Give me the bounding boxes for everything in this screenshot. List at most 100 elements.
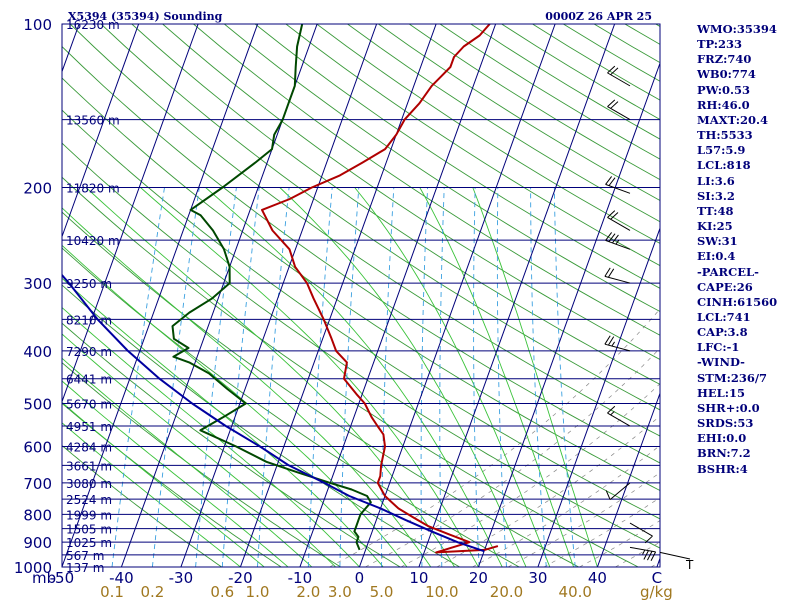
barb-feather	[607, 405, 616, 414]
index-item: TT:48	[697, 203, 734, 218]
barb-feather	[610, 411, 615, 416]
isotherm	[418, 24, 616, 567]
barb-feather	[607, 336, 615, 346]
plot-frame	[61, 23, 661, 568]
height-label: 8210 m	[66, 313, 112, 327]
dewpoint-profile	[171, 24, 372, 551]
barb-feather	[644, 535, 653, 544]
hodograph-label: T	[685, 558, 694, 572]
barb-staff	[605, 183, 631, 194]
temperature-profile	[261, 24, 499, 554]
temp-tick-label: C	[652, 569, 662, 587]
barb-feather	[647, 550, 653, 561]
mixing-ratio-label: 40.0	[559, 583, 592, 600]
barb-staff	[607, 106, 631, 121]
barb-staff	[629, 546, 656, 553]
index-item: CINH:61560	[697, 294, 778, 309]
height-label: 1025 m	[66, 536, 112, 550]
barb-feather	[604, 335, 611, 345]
wind-barb	[629, 522, 653, 544]
index-item: LCL:818	[697, 158, 751, 173]
index-item: WMO:35394	[697, 22, 777, 36]
chart-time: 0000Z 26 APR 25	[545, 10, 652, 23]
wind-barb	[607, 99, 631, 121]
height-label: 1505 m	[66, 523, 112, 537]
barb-feather	[605, 490, 611, 500]
index-item: PW:0.53	[697, 82, 751, 97]
wind-barb	[605, 232, 631, 250]
grid-layer	[62, 24, 660, 567]
height-label: 16230 m	[66, 18, 120, 32]
index-item: SW:31	[697, 234, 738, 249]
wind-barb	[629, 546, 657, 561]
pressure-tick-label: 800	[23, 506, 52, 524]
isotherm	[358, 24, 556, 567]
isotherm	[537, 226, 660, 567]
hatch-line	[329, 308, 660, 567]
index-item: RH:46.0	[697, 97, 750, 112]
height-label: 9250 m	[66, 277, 112, 291]
pressure-tick-label: 400	[23, 343, 52, 361]
barb-feather	[611, 341, 616, 347]
wind-barb	[605, 482, 631, 500]
wind-barb	[604, 267, 631, 284]
barb-feather	[604, 267, 611, 277]
height-label: 3661 m	[66, 459, 112, 473]
index-item: WB0:774	[697, 67, 756, 82]
index-item: HEL:15	[697, 385, 745, 400]
index-item: BRN:7.2	[697, 446, 751, 461]
mixing-ratio-label: 2.0	[296, 583, 320, 600]
pressure-tick-label: 500	[23, 396, 52, 414]
index-item: L57:5.9	[697, 143, 746, 158]
barb-feather	[610, 101, 619, 109]
chart-title: X5394 (35394) Sounding	[68, 10, 223, 23]
isotherm	[477, 61, 660, 567]
mixing-ratio-unit: g/kg	[640, 583, 673, 600]
barb-feather	[607, 99, 616, 107]
barb-staff	[607, 72, 631, 87]
pressure-unit-label: mb	[32, 569, 56, 587]
barb-staff	[629, 522, 653, 537]
barb-staff	[604, 275, 631, 284]
temp-tick-label: -10	[288, 569, 313, 587]
barb-feather	[650, 551, 657, 561]
barb-feather	[610, 67, 619, 76]
index-item: SI:3.2	[697, 188, 735, 203]
pressure-tick-label: 700	[23, 475, 52, 493]
isotherm	[180, 24, 378, 567]
wind-barb	[607, 210, 631, 231]
pressure-tick-label: 300	[23, 275, 52, 293]
temp-tick-label: -40	[109, 569, 134, 587]
index-item: LFC:-1	[697, 340, 740, 355]
mixing-ratio-label: 5.0	[370, 583, 394, 600]
isotherm	[596, 391, 660, 567]
temp-tick-label: -20	[228, 569, 253, 587]
barb-feather	[642, 549, 646, 555]
hatch-line	[543, 497, 660, 567]
index-item: CAP:3.8	[697, 325, 748, 340]
height-label: 567 m	[66, 549, 104, 563]
height-label: 7290 m	[66, 345, 112, 359]
temp-tick-label: -30	[169, 569, 194, 587]
mixing-ratio-label: 0.1	[100, 583, 124, 600]
index-item: TP:233	[697, 37, 743, 52]
barb-feather	[643, 550, 649, 560]
isotherm	[62, 24, 259, 567]
index-item: LCL:741	[697, 309, 751, 324]
isotherm	[62, 24, 140, 239]
barb-staff	[604, 343, 631, 352]
isotherm	[62, 24, 199, 404]
temp-tick-label: 10	[409, 569, 428, 587]
mixing-ratio-label: 20.0	[490, 583, 523, 600]
wind-barb	[607, 405, 631, 427]
index-item: KI:25	[697, 219, 733, 234]
index-item: -PARCEL-	[697, 264, 759, 279]
barb-staff	[607, 217, 631, 231]
index-item: LI:3.6	[697, 173, 735, 188]
temp-tick-label: -50	[50, 569, 75, 587]
mixing-ratio-label: 10.0	[425, 583, 458, 600]
index-item: EI:0.4	[697, 249, 736, 264]
height-label: 1999 m	[66, 508, 112, 522]
mixing-ratio-label: 0.2	[140, 583, 164, 600]
